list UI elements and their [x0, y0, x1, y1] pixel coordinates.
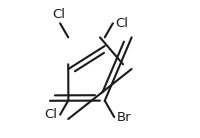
Text: Br: Br	[117, 111, 132, 124]
Text: Cl: Cl	[116, 17, 129, 30]
Text: Cl: Cl	[44, 108, 57, 121]
Text: Cl: Cl	[52, 8, 65, 21]
